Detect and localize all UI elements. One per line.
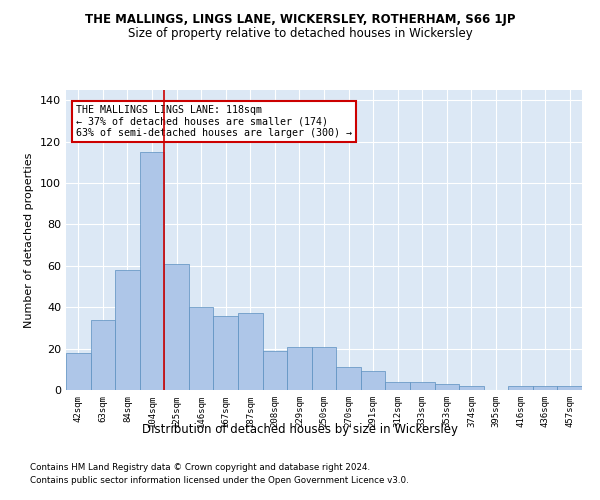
Bar bbox=[410, 382, 434, 390]
Bar bbox=[336, 367, 361, 390]
Text: Contains public sector information licensed under the Open Government Licence v3: Contains public sector information licen… bbox=[30, 476, 409, 485]
Bar bbox=[361, 372, 385, 390]
Bar bbox=[115, 270, 140, 390]
Bar bbox=[238, 314, 263, 390]
Bar bbox=[533, 386, 557, 390]
Bar bbox=[66, 353, 91, 390]
Text: THE MALLINGS LINGS LANE: 118sqm
← 37% of detached houses are smaller (174)
63% o: THE MALLINGS LINGS LANE: 118sqm ← 37% of… bbox=[76, 105, 352, 138]
Bar bbox=[214, 316, 238, 390]
Text: Size of property relative to detached houses in Wickersley: Size of property relative to detached ho… bbox=[128, 28, 472, 40]
Bar bbox=[557, 386, 582, 390]
Bar bbox=[140, 152, 164, 390]
Bar bbox=[287, 346, 312, 390]
Bar bbox=[189, 307, 214, 390]
Bar bbox=[508, 386, 533, 390]
Text: THE MALLINGS, LINGS LANE, WICKERSLEY, ROTHERHAM, S66 1JP: THE MALLINGS, LINGS LANE, WICKERSLEY, RO… bbox=[85, 12, 515, 26]
Bar bbox=[91, 320, 115, 390]
Text: Distribution of detached houses by size in Wickersley: Distribution of detached houses by size … bbox=[142, 422, 458, 436]
Bar bbox=[312, 346, 336, 390]
Y-axis label: Number of detached properties: Number of detached properties bbox=[25, 152, 34, 328]
Bar bbox=[164, 264, 189, 390]
Bar bbox=[434, 384, 459, 390]
Bar bbox=[385, 382, 410, 390]
Bar bbox=[263, 350, 287, 390]
Text: Contains HM Land Registry data © Crown copyright and database right 2024.: Contains HM Land Registry data © Crown c… bbox=[30, 464, 370, 472]
Bar bbox=[459, 386, 484, 390]
